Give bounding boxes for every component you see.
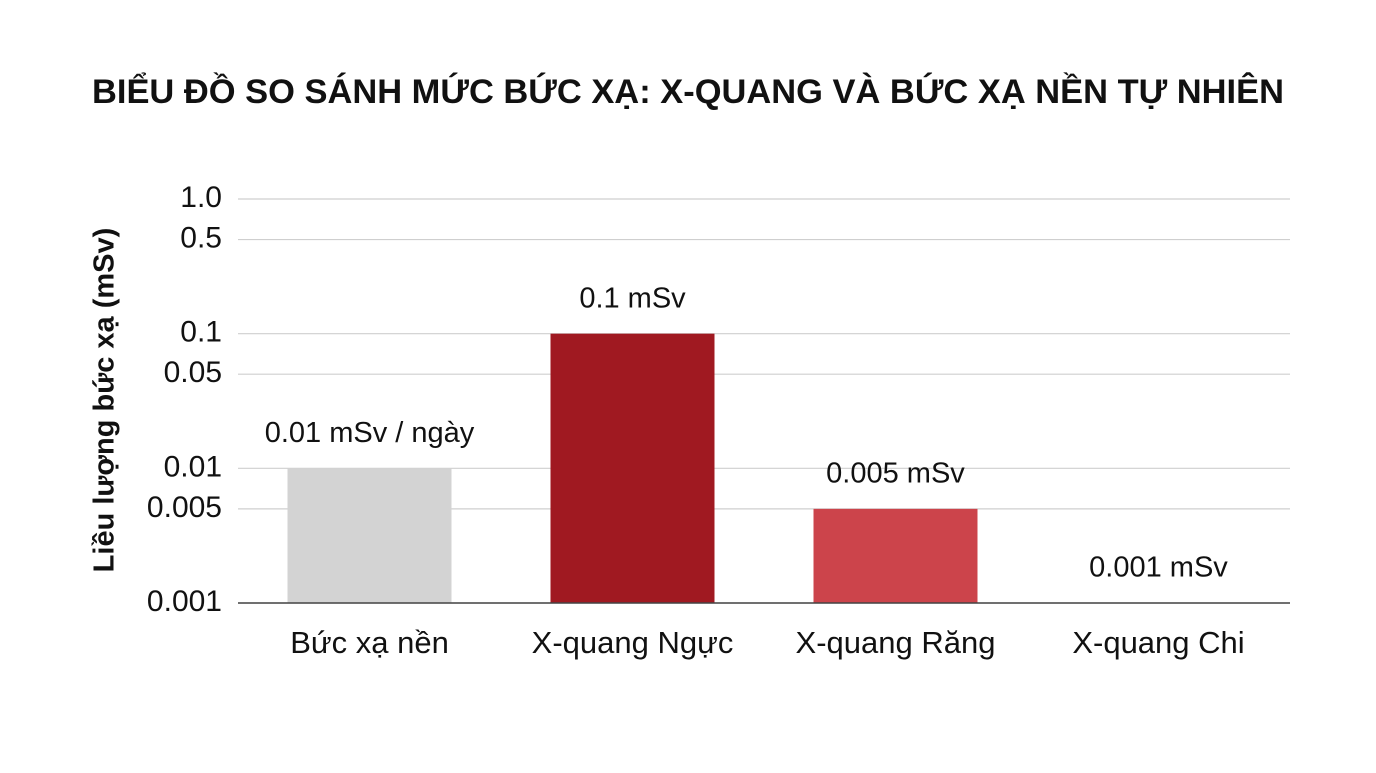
y-tick-label: 0.001 [147,585,222,618]
x-tick-label: X-quang Chi [1072,625,1244,660]
bar [550,333,715,603]
y-tick-label: 0.5 [180,221,222,254]
x-tick-label: Bức xạ nền [290,625,449,660]
value-label: 0.005 mSv [826,458,965,490]
y-tick-label: 0.05 [164,356,222,389]
bar [287,468,452,603]
chart-title: BIỂU ĐỒ SO SÁNH MỨC BỨC XẠ: X-QUANG VÀ B… [92,73,1284,111]
bar [813,508,978,603]
y-tick-label: 1.0 [180,181,222,214]
y-axis-label: Liều lượng bức xạ (mSv) [89,228,121,573]
value-label: 0.001 mSv [1089,552,1228,584]
value-label: 0.1 mSv [579,282,686,314]
x-tick-label: X-quang Răng [796,625,996,660]
y-tick-label: 0.1 [180,316,222,349]
y-tick-label: 0.005 [147,491,222,524]
value-label: 0.01 mSv / ngày [265,417,475,449]
x-tick-label: X-quang Ngực [532,625,734,660]
y-tick-label: 0.01 [164,450,222,483]
